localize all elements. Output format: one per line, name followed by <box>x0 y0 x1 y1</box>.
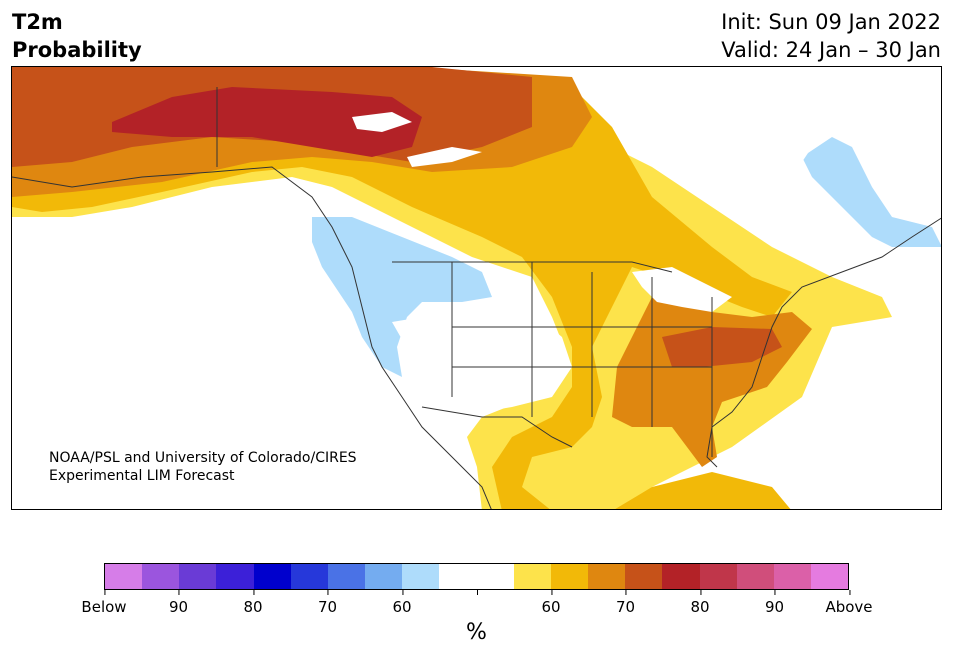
lake-shape-2 <box>407 147 482 167</box>
colorbar-segment <box>550 564 589 589</box>
colorbar-segment <box>699 564 737 589</box>
colorbar-tick-label: Above <box>825 590 873 616</box>
us-mexico-border <box>421 406 573 448</box>
map-svg <box>12 67 941 509</box>
colorbar-tick-label: 90 <box>169 590 188 616</box>
colorbar-segment <box>365 564 403 589</box>
colorbar-unit: % <box>466 620 487 645</box>
init-date: Init: Sun 09 Jan 2022 <box>721 10 941 34</box>
colorbar-segment <box>810 564 849 589</box>
colorbar-tick-label: 70 <box>616 590 635 616</box>
neutral-southwest <box>392 312 572 432</box>
above-80-region <box>112 87 422 157</box>
neutral-hudson-bay <box>692 67 941 227</box>
colorbar-segment <box>662 564 700 589</box>
colorbar-tick-label: 80 <box>243 590 263 616</box>
credit-line-2: Experimental LIM Forecast <box>49 468 235 484</box>
valid-range: Valid: 24 Jan – 30 Jan <box>721 38 941 62</box>
product-label: Probability <box>12 38 142 62</box>
colorbar-segment <box>142 564 180 589</box>
variable-label: T2m <box>12 10 63 34</box>
colorbar-ticks: Below 90 80 70 60 60 70 80 90 Above <box>81 590 873 616</box>
colorbar-tick-label: 60 <box>541 590 561 616</box>
colorbar-segment <box>736 564 774 589</box>
great-lakes <box>632 267 732 312</box>
below-60-quebec <box>802 137 941 247</box>
state-lines <box>451 262 713 457</box>
date-info: Init: Sun 09 Jan 2022 Valid: 24 Jan – 30… <box>721 8 941 64</box>
colorbar-segment <box>439 564 477 589</box>
colorbar-segment <box>216 564 254 589</box>
colorbar-tick-label: Below <box>81 590 127 616</box>
below-60-west <box>312 217 492 377</box>
coastline-west <box>12 166 492 509</box>
map-title: T2m Probability <box>12 8 142 64</box>
colorbar-tick-label: 60 <box>392 590 412 616</box>
probability-map <box>11 66 942 510</box>
colorbar-segment <box>402 564 440 589</box>
colorbar-segment <box>773 564 811 589</box>
above-75-ohio-valley <box>662 327 782 367</box>
colorbar-tick-label: 80 <box>690 590 710 616</box>
colorbar-tick-label: 90 <box>765 590 784 616</box>
colorbar-segment <box>290 564 328 589</box>
colorbar-segment <box>105 564 143 589</box>
above-65-caribbean <box>615 472 791 509</box>
colorbar-segment <box>588 564 626 589</box>
political-borders <box>12 87 941 509</box>
canada-us-border <box>392 261 673 273</box>
credit-text: NOAA/PSL and University of Colorado/CIRE… <box>49 449 357 485</box>
probability-colorbar <box>104 563 849 590</box>
colorbar-segment <box>476 564 514 589</box>
credit-line-1: NOAA/PSL and University of Colorado/CIRE… <box>49 450 357 466</box>
above-65-region <box>12 67 792 509</box>
colorbar-tick-label: 70 <box>318 590 337 616</box>
colorbar-segment <box>327 564 366 589</box>
lake-shape <box>352 112 412 132</box>
colorbar-segment <box>625 564 663 589</box>
colorbar-segment <box>513 564 551 589</box>
colorbar-segment <box>253 564 291 589</box>
colorbar-segment <box>179 564 217 589</box>
